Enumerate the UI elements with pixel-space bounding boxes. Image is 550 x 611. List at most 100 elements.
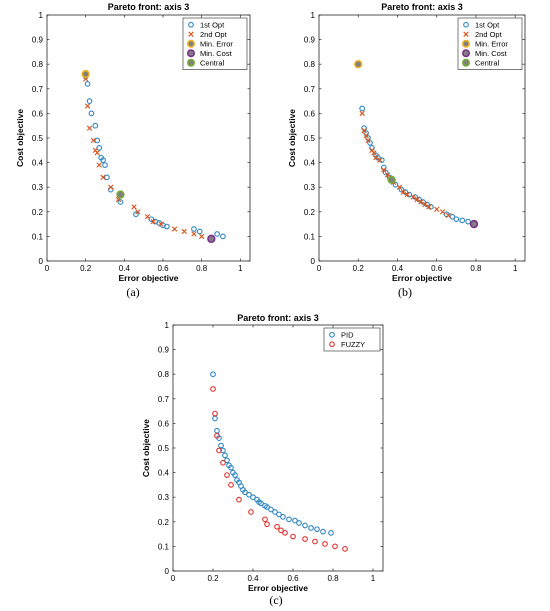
y-tick-label: 0.7 bbox=[32, 85, 44, 94]
point-c-s0-31 bbox=[302, 522, 308, 529]
x-axis-label-a: Error objective bbox=[119, 273, 179, 283]
legend-marker-c-0 bbox=[329, 331, 335, 338]
point-a-s1-12-stroke-2 bbox=[144, 214, 151, 220]
x-tick-label: 0.8 bbox=[196, 264, 208, 273]
panel-b: Pareto front: axis 3 0 0.2 0.4 0.6 0.8 1 0 0.1 0.… bbox=[287, 2, 526, 283]
caption-a: (a) bbox=[126, 285, 139, 299]
x-tick-label: 0.8 bbox=[327, 574, 339, 583]
point-c-s0-27 bbox=[280, 514, 286, 520]
chart-title-c: Pareto front: axis 3 bbox=[237, 313, 319, 323]
point-b-s0-13 bbox=[398, 186, 405, 193]
point-b-s1-2 bbox=[363, 132, 369, 139]
point-c-s0-29 bbox=[292, 517, 298, 524]
y-tick-label: 0.5 bbox=[158, 444, 170, 453]
point-b-s1-7-stroke-2 bbox=[377, 157, 383, 163]
point-a-s1-5 bbox=[94, 150, 100, 156]
point-c-s0-30 bbox=[296, 520, 302, 526]
point-c-s0-33 bbox=[314, 526, 320, 533]
y-tick-label: 0.4 bbox=[32, 159, 44, 168]
point-a-s1-8 bbox=[108, 184, 114, 190]
point-b-s1-18 bbox=[426, 204, 432, 210]
point-a-s0-9 bbox=[102, 162, 108, 168]
point-b-s1-9-stroke-2 bbox=[384, 172, 391, 178]
x-tick-label: 1 bbox=[238, 264, 243, 273]
y-tick-label: 0.3 bbox=[158, 493, 170, 502]
x-tick-label: 0.6 bbox=[157, 264, 169, 273]
point-b-s1-14-stroke-2 bbox=[410, 194, 416, 200]
point-c-s1-17 bbox=[322, 541, 328, 547]
point-b-s1-5 bbox=[371, 150, 377, 156]
point-a-s0-14 bbox=[148, 216, 155, 223]
point-c-s1-14 bbox=[290, 533, 296, 540]
plot-area-c bbox=[172, 324, 384, 572]
point-c-s1-5 bbox=[224, 472, 230, 478]
point-a-s1-16 bbox=[181, 228, 187, 235]
point-b-s1-15-stroke-2 bbox=[414, 196, 420, 203]
legend-label-a-2: Min. Error bbox=[200, 39, 233, 48]
point-a-s0-21 bbox=[214, 231, 220, 237]
y-tick-label: 0.5 bbox=[32, 134, 44, 143]
y-axis-label-a: Cost objective bbox=[15, 109, 25, 167]
y-tick-label: 0.3 bbox=[32, 183, 44, 192]
x-axis-label-b: Error objective bbox=[392, 273, 452, 283]
x-tick-label: 0.4 bbox=[247, 574, 259, 583]
x-tick-label: 0.6 bbox=[287, 574, 299, 583]
y-tick-label: 0.9 bbox=[158, 346, 170, 355]
x-tick-label: 0.2 bbox=[80, 264, 92, 273]
point-a-s1-2-stroke-2 bbox=[86, 125, 93, 131]
y-tick-label: 0.6 bbox=[304, 109, 316, 118]
x-tick-label: 0.6 bbox=[431, 264, 443, 273]
point-a-s1-11 bbox=[135, 209, 141, 215]
point-a-s1-8-stroke-2 bbox=[108, 184, 114, 190]
point-a-s1-14-stroke-2 bbox=[158, 221, 164, 227]
y-axis-label-c: Cost objective bbox=[141, 419, 151, 477]
legend-label-b-1: 2nd Opt bbox=[475, 30, 503, 39]
y-tick-label: 0 bbox=[39, 257, 44, 266]
y-tick-label: 0.1 bbox=[32, 232, 44, 241]
point-a-s1-3 bbox=[90, 137, 97, 144]
point-b-s1-8 bbox=[381, 167, 387, 173]
point-c-s1-6 bbox=[228, 482, 234, 488]
point-b-s0-12 bbox=[392, 181, 399, 188]
y-tick-label: 0.8 bbox=[32, 60, 44, 69]
point-b-s1-21-stroke-2 bbox=[445, 212, 452, 219]
x-tick-label: 0 bbox=[171, 574, 176, 583]
point-c-s1-1 bbox=[212, 410, 218, 417]
point-b-s1-13 bbox=[404, 191, 410, 198]
point-c-s1-16 bbox=[312, 538, 318, 545]
point-b-s1-20 bbox=[439, 209, 446, 215]
legend-label-c-0: PID bbox=[341, 330, 354, 339]
y-tick-label: 1 bbox=[39, 11, 44, 20]
point-b-s1-6-stroke-2 bbox=[373, 154, 379, 161]
legend-label-c-1: FUZZY bbox=[341, 340, 365, 349]
y-tick-label: 0.2 bbox=[304, 208, 316, 217]
point-c-s1-18 bbox=[332, 543, 338, 550]
point-a-s1-1 bbox=[84, 103, 91, 109]
x-tick-label: 0 bbox=[317, 264, 322, 273]
legend-label-a-0: 1st Opt bbox=[200, 20, 225, 29]
y-tick-label: 0.7 bbox=[158, 395, 170, 404]
legend-box-c bbox=[323, 327, 381, 352]
legend-marker-a-4 bbox=[187, 58, 196, 67]
legend-label-a-4: Central bbox=[200, 58, 225, 67]
x-tick-label: 0.4 bbox=[119, 264, 131, 273]
y-tick-label: 0.4 bbox=[304, 159, 316, 168]
y-tick-label: 0.2 bbox=[158, 518, 170, 527]
y-tick-label: 0.8 bbox=[158, 370, 170, 379]
point-b-s1-0 bbox=[359, 110, 365, 117]
point-b-s3-0 bbox=[469, 219, 479, 229]
point-b-s1-21 bbox=[445, 212, 452, 219]
point-c-s0-0 bbox=[210, 371, 216, 378]
point-b-s1-1-stroke-2 bbox=[361, 127, 367, 134]
point-c-s1-10 bbox=[264, 521, 270, 528]
point-a-s1-5-stroke-2 bbox=[94, 150, 100, 156]
point-c-s0-18 bbox=[250, 494, 256, 501]
point-b-s1-3 bbox=[365, 137, 371, 144]
point-b-s2-0 bbox=[354, 59, 363, 69]
point-a-s1-17-stroke-2 bbox=[191, 231, 197, 237]
point-c-s0-17 bbox=[246, 491, 252, 498]
legend-label-b-0: 1st Opt bbox=[475, 20, 500, 29]
y-tick-label: 0.9 bbox=[304, 36, 316, 45]
